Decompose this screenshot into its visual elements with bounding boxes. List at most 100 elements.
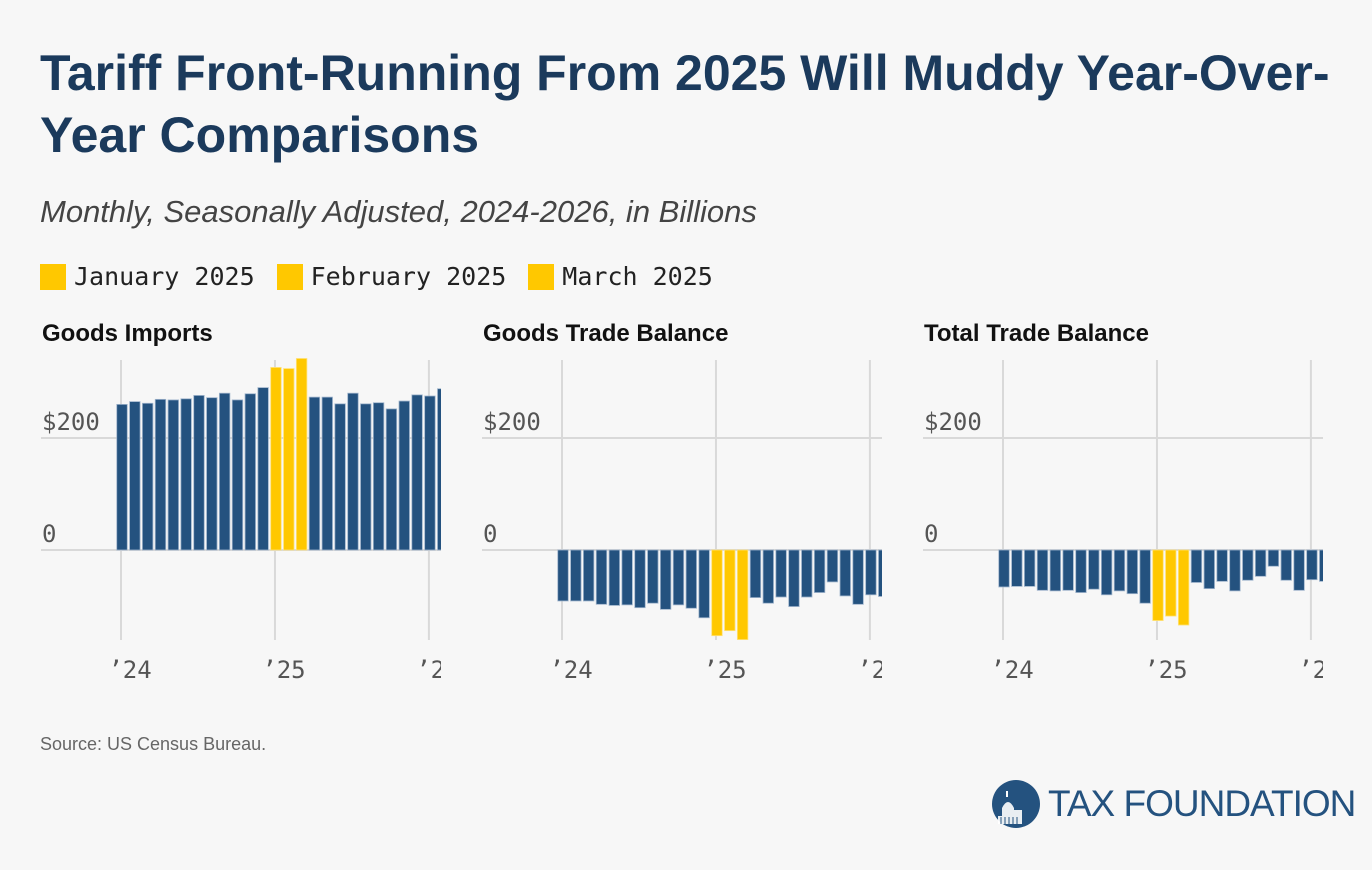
bar	[775, 549, 787, 598]
bar	[218, 392, 231, 551]
bar	[1024, 549, 1036, 587]
legend-swatch	[528, 263, 555, 290]
bar	[724, 549, 736, 632]
y-tick-label: $200	[42, 408, 100, 436]
x-tick-label: ’25	[1144, 656, 1187, 684]
bar	[570, 549, 582, 602]
bar	[583, 549, 595, 602]
bar	[270, 367, 282, 551]
total-trade-balance-chart: ’24 ’25 ’26 0 $200	[923, 360, 1323, 684]
bar	[347, 392, 359, 551]
bar	[437, 388, 441, 551]
bar	[647, 549, 659, 604]
bar	[360, 403, 372, 551]
bar	[257, 387, 269, 551]
x-tick-label: ’25	[262, 656, 305, 684]
bar	[116, 404, 128, 551]
chart-title: Tariff Front-Running From 2025 Will Mudd…	[40, 45, 1330, 163]
tax-foundation-logo: TAX FOUNDATION	[992, 780, 1356, 828]
legend-item: February 2025	[276, 262, 507, 291]
bar	[308, 396, 321, 551]
bar	[1049, 549, 1061, 592]
bar	[398, 400, 410, 551]
bar	[1242, 549, 1254, 581]
bar	[206, 397, 218, 551]
bar	[1319, 549, 1323, 582]
source-note: Source: US Census Bureau.	[40, 734, 267, 754]
bar	[788, 549, 800, 607]
bar	[1126, 549, 1138, 595]
bar	[736, 549, 749, 640]
bar	[283, 368, 295, 551]
bar	[826, 549, 839, 583]
bar	[244, 393, 256, 551]
bar	[1062, 549, 1074, 591]
logo-text: TAX FOUNDATION	[1048, 783, 1356, 824]
bar	[557, 549, 569, 602]
bar	[1011, 549, 1023, 587]
legend-label: January 2025	[74, 262, 255, 291]
legend-item: January 2025	[40, 262, 255, 291]
bar	[998, 549, 1010, 588]
bar	[334, 403, 346, 551]
legend: January 2025 February 2025 March 2025	[40, 262, 735, 291]
bar	[672, 549, 685, 606]
goods-trade-balance-chart: ’24 ’25 ’26 0 $200	[482, 360, 882, 684]
bar	[1203, 549, 1215, 590]
bar	[1229, 549, 1241, 592]
bar	[180, 398, 192, 551]
bar	[1280, 549, 1292, 581]
bar	[231, 399, 244, 551]
legend-label: February 2025	[310, 262, 507, 291]
x-tick-label: ’24	[108, 656, 151, 684]
bar	[142, 402, 154, 551]
goods-imports-chart: ’24 ’25 ’26 0 $200	[41, 358, 441, 684]
y-tick-label: 0	[42, 520, 56, 548]
panel-title: Total Trade Balance	[924, 320, 1149, 347]
bar	[1165, 549, 1177, 617]
bar	[659, 549, 672, 610]
bar	[595, 549, 608, 605]
bar	[711, 549, 723, 637]
bar	[1088, 549, 1100, 590]
legend-swatch	[40, 263, 66, 290]
bar	[621, 549, 633, 606]
bar	[1254, 549, 1267, 577]
x-tick-label: ’25	[703, 656, 746, 684]
bar	[1216, 549, 1228, 582]
x-tick-label: ’24	[549, 656, 592, 684]
bar	[1139, 549, 1151, 604]
capitol-dome-icon	[992, 780, 1040, 828]
bar	[634, 549, 646, 609]
bar	[1152, 549, 1164, 621]
y-tick-label: 0	[924, 520, 938, 548]
bar	[1190, 549, 1203, 583]
bar	[385, 408, 398, 551]
bar	[154, 398, 167, 551]
y-tick-label: $200	[924, 408, 982, 436]
y-tick-label: 0	[483, 520, 497, 548]
bar	[1267, 549, 1280, 567]
legend-item: March 2025	[528, 262, 713, 291]
bar	[193, 395, 205, 551]
panel-title: Goods Trade Balance	[483, 320, 729, 347]
bar	[1113, 549, 1126, 592]
chart-subtitle: Monthly, Seasonally Adjusted, 2024-2026,…	[40, 194, 757, 229]
bar	[839, 549, 851, 597]
bar	[1100, 549, 1113, 596]
bar	[813, 549, 826, 593]
bar	[411, 394, 423, 551]
bar	[749, 549, 762, 598]
bar	[762, 549, 774, 604]
x-tick-label: ’26	[1298, 656, 1323, 684]
bar	[1293, 549, 1305, 591]
bar	[129, 401, 141, 551]
bar	[167, 399, 179, 551]
bar	[685, 549, 697, 609]
bar	[878, 549, 882, 597]
x-tick-label: ’24	[990, 656, 1033, 684]
bar	[1177, 549, 1190, 626]
bar	[1036, 549, 1049, 591]
x-tick-label: ’26	[857, 656, 882, 684]
bar	[865, 549, 877, 596]
